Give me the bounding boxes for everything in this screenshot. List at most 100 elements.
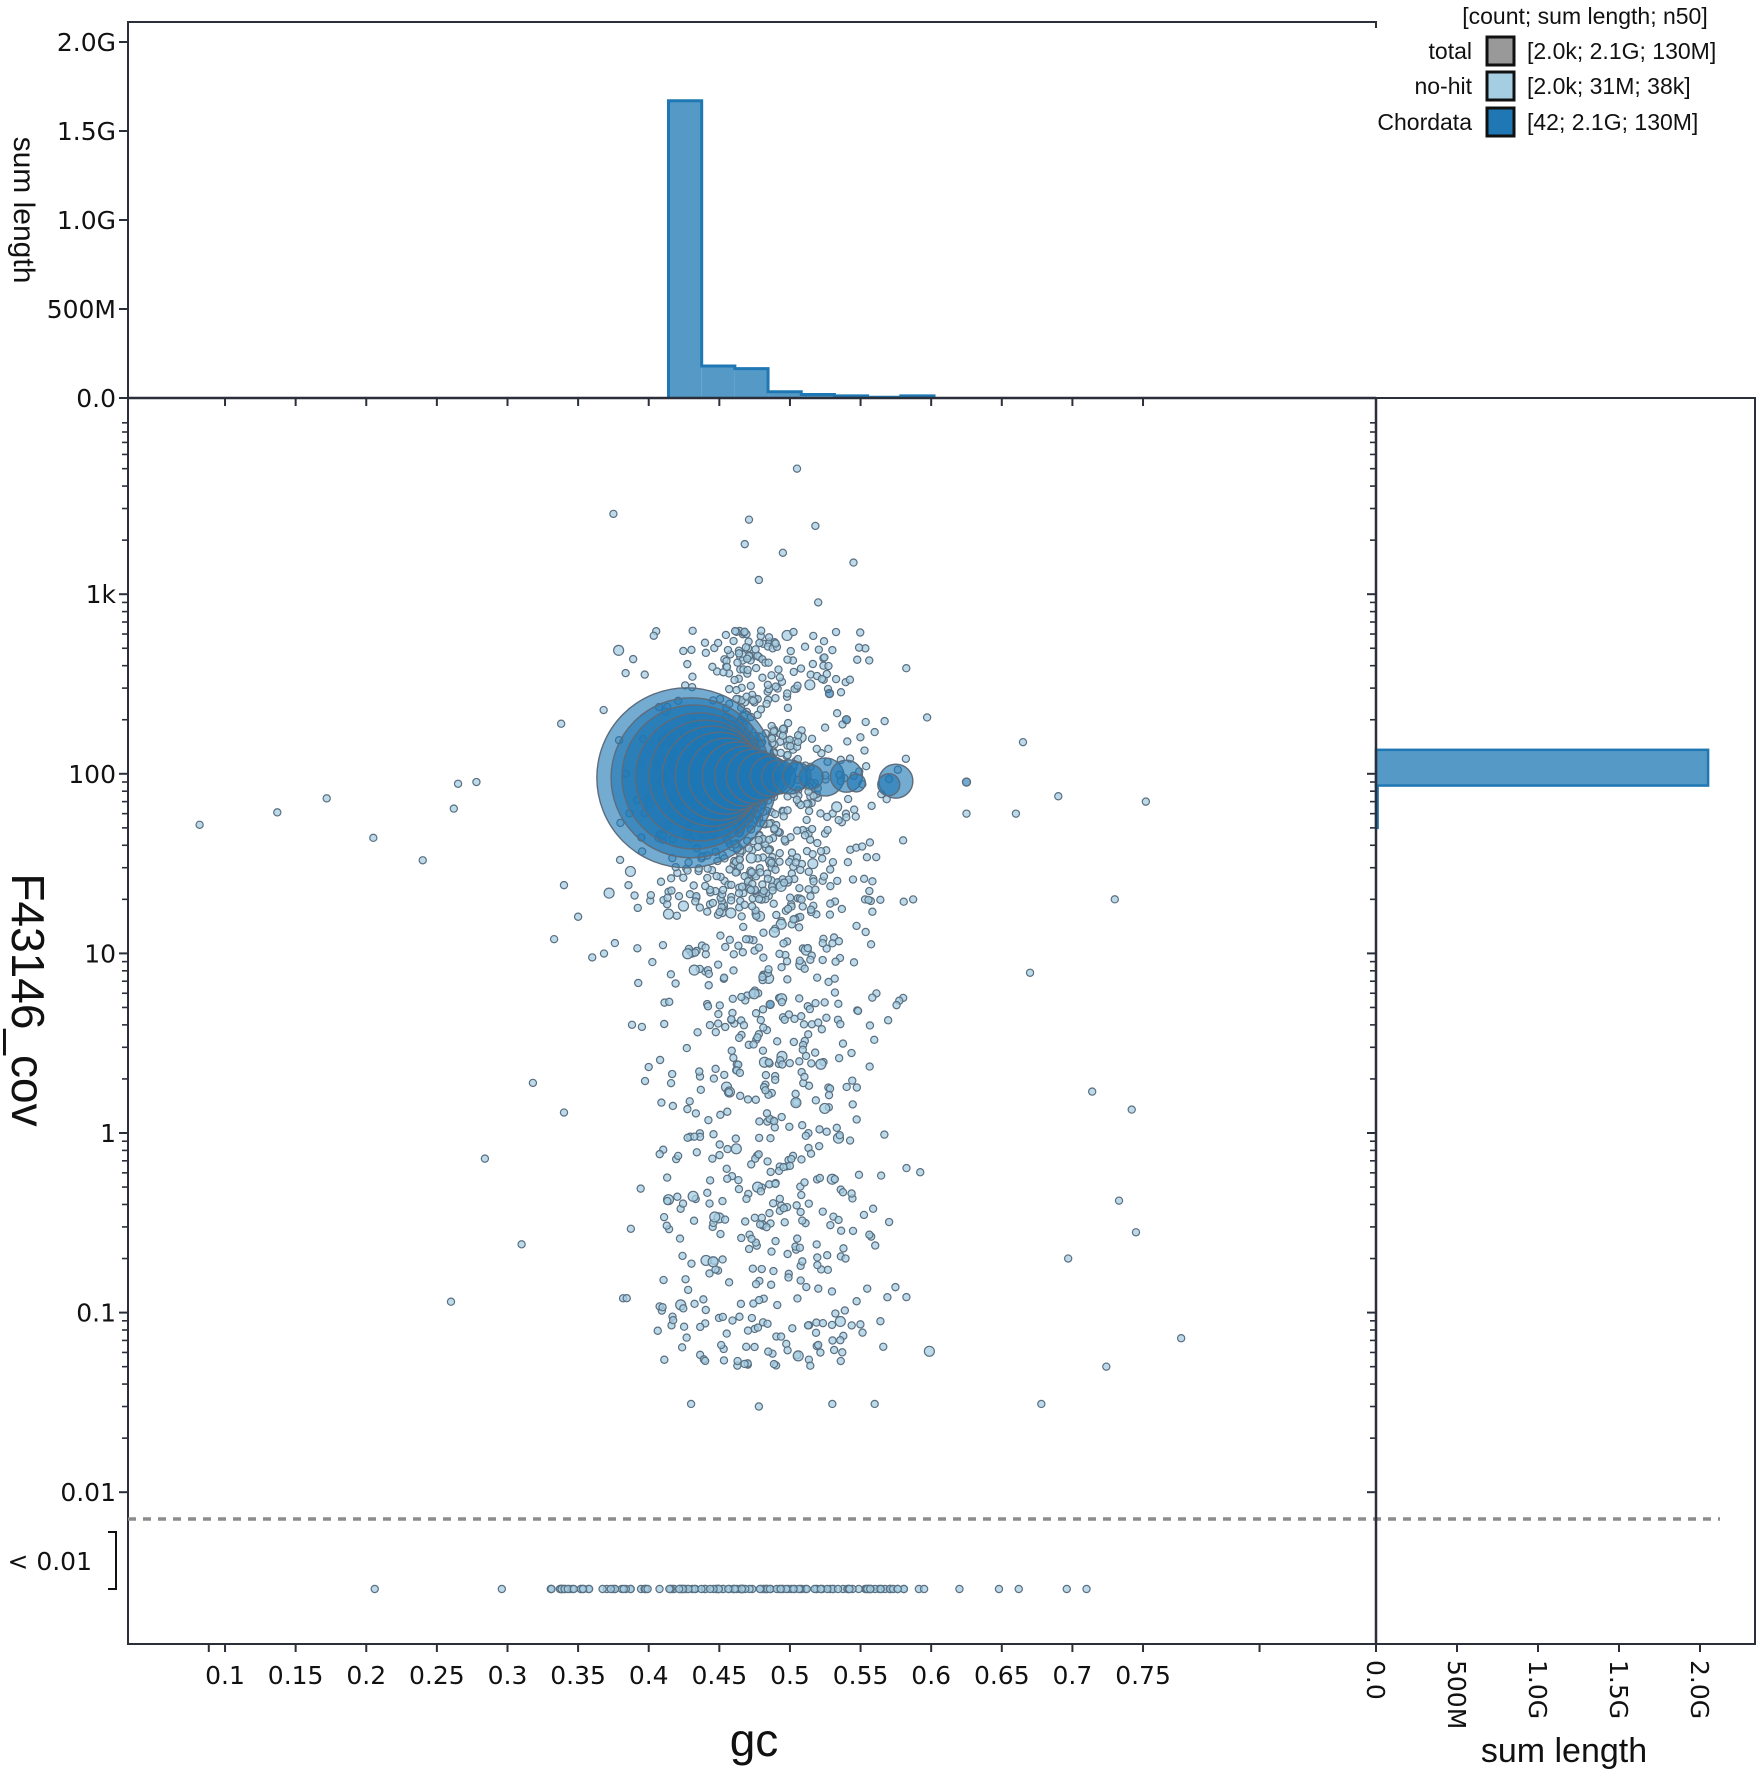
nohit-point <box>783 689 792 698</box>
nohit-point <box>831 801 843 813</box>
nohit-point <box>788 1324 797 1333</box>
top-hist-bar <box>734 368 769 398</box>
nohit-point <box>804 1030 813 1039</box>
nohit-point <box>816 1348 825 1357</box>
nohit-point <box>644 1062 653 1072</box>
nohit-point <box>766 1134 775 1143</box>
nohit-point <box>816 809 825 818</box>
nohit-point <box>711 1064 720 1074</box>
nohit-point <box>782 957 792 966</box>
nohit-point <box>748 988 760 1000</box>
nohit-point <box>556 719 566 728</box>
chordata-bubble <box>877 772 901 797</box>
nohit-point <box>780 1015 789 1024</box>
legend-entry-nohit[interactable]: no-hit [2.0k; 31M; 38k] <box>1414 70 1691 102</box>
legend-stats-chordata: [42; 2.1G; 130M] <box>1527 109 1698 135</box>
legend-entry-total[interactable]: total [2.0k; 2.1G; 130M] <box>1429 35 1717 67</box>
nohit-point <box>812 973 822 982</box>
nohit-point <box>836 1019 845 1029</box>
right-hist-frame <box>1375 397 1756 1645</box>
nohit-point <box>843 858 853 867</box>
nohit-point <box>718 885 728 895</box>
nohit-point <box>754 575 764 585</box>
nohit-point <box>834 1315 846 1328</box>
nohit-point <box>701 881 710 891</box>
nohit-point <box>827 1287 837 1296</box>
nohit-point <box>1176 1334 1186 1343</box>
nohit-point <box>744 515 754 524</box>
nohit-point <box>902 1292 911 1302</box>
nohit-point <box>818 1318 828 1328</box>
nohit-point <box>806 1361 815 1370</box>
nohit-point <box>690 1132 699 1141</box>
nohit-point <box>753 842 763 852</box>
nohit-point <box>763 680 773 690</box>
chordata-bubble <box>841 715 852 725</box>
nohit-point <box>789 1584 798 1594</box>
nohit-point <box>758 1046 768 1055</box>
nohit-point <box>756 705 766 714</box>
nohit-point <box>673 1192 682 1201</box>
nohit-point <box>834 1215 843 1225</box>
nohit-point <box>733 658 742 667</box>
nohit-point <box>681 1275 690 1284</box>
nohit-point <box>884 1217 894 1227</box>
main-scatter: 0.1 0.15 0.2 0.25 0.3 0.35 0.4 0.45 0.5 0.55 0.6 0.… <box>2 397 1720 1766</box>
nohit-point <box>789 627 798 637</box>
x-axis-title: gc <box>730 1714 779 1766</box>
nohit-point <box>453 779 463 788</box>
nohit-point <box>1082 1584 1091 1594</box>
nohit-point <box>735 1312 744 1321</box>
nohit-point <box>700 638 710 647</box>
nohit-point <box>783 904 793 914</box>
nohit-point <box>667 1069 677 1079</box>
nohit-point <box>369 833 378 843</box>
nohit-point <box>674 1584 684 1594</box>
nohit-point <box>588 953 597 962</box>
nohit-point <box>865 656 874 665</box>
nohit-point <box>738 948 748 957</box>
nohit-point <box>796 865 805 875</box>
nohit-point <box>741 1342 751 1352</box>
nohit-point <box>816 846 826 856</box>
nohit-point <box>797 895 806 904</box>
nohit-point <box>683 1133 692 1142</box>
nohit-point <box>754 1150 763 1159</box>
nohit-point <box>831 627 841 637</box>
nohit-point <box>728 994 737 1003</box>
nohit-point <box>806 905 816 914</box>
nohit-point <box>795 1057 804 1066</box>
nohit-point <box>744 844 754 853</box>
nohit-point <box>834 937 844 946</box>
y-axis: 1k 100 10 1 0.1 0.01 <box>60 422 1376 1507</box>
nohit-point <box>812 1240 821 1249</box>
nohit-point <box>813 1340 823 1350</box>
nohit-point <box>737 992 746 1002</box>
nohit-point <box>449 804 459 813</box>
nohit-point <box>716 1340 726 1350</box>
legend-label-nohit: no-hit <box>1414 73 1472 99</box>
nohit-point <box>764 658 773 667</box>
legend-entry-chordata[interactable]: Chordata [42; 2.1G; 130M] <box>1377 106 1698 138</box>
nohit-point <box>769 1266 778 1276</box>
nohit-point <box>902 1163 911 1173</box>
nohit-point <box>715 907 724 917</box>
nohit-point <box>848 875 858 884</box>
nohit-point <box>679 1322 689 1331</box>
top-hist-y-tick-label: 1.5G <box>57 117 116 146</box>
nohit-point <box>732 685 741 695</box>
nohit-point <box>731 1134 740 1143</box>
nohit-point <box>815 1058 827 1070</box>
nohit-point <box>716 1229 725 1239</box>
nohit-point <box>767 1247 776 1256</box>
nohit-point <box>648 957 657 967</box>
nohit-point <box>826 1220 835 1230</box>
nohit-point <box>723 645 733 655</box>
nohit-point <box>685 1097 694 1106</box>
nohit-point <box>777 963 786 972</box>
nohit-point <box>689 1216 699 1225</box>
nohit-point <box>852 1297 861 1306</box>
nohit-point <box>705 1020 715 1030</box>
nohit-point <box>805 835 815 844</box>
chordata-bubble <box>961 777 972 787</box>
